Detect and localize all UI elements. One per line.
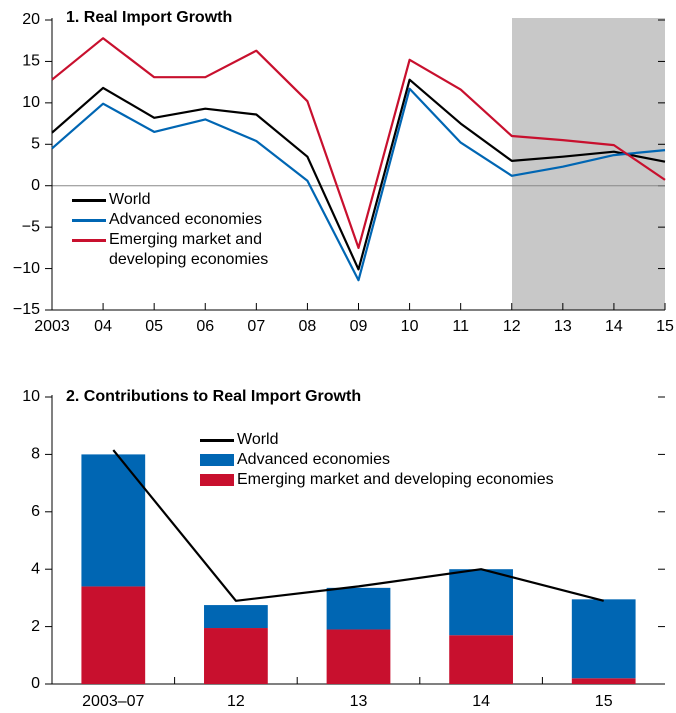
legend: World Advanced economies Emerging market a… xyxy=(200,430,640,490)
legend-item: Advanced economies xyxy=(72,210,307,230)
x-tick-label: 12 xyxy=(227,693,245,710)
legend-label: Emerging market and developing economies xyxy=(109,231,269,268)
series-line xyxy=(51,37,666,249)
y-tick-label: 0 xyxy=(31,177,40,194)
x-tick-label: 07 xyxy=(247,318,265,335)
y-tick-label: 4 xyxy=(31,560,40,577)
y-tick-label: 10 xyxy=(22,94,40,111)
x-tick-label: 08 xyxy=(299,318,317,335)
legend-swatch xyxy=(200,450,234,470)
legend-label: Advanced economies xyxy=(237,451,390,468)
x-tick-label: 09 xyxy=(350,318,368,335)
x-tick-label: 05 xyxy=(145,318,163,335)
y-tick-label: 6 xyxy=(31,503,40,520)
x-tick-label: 12 xyxy=(503,318,521,335)
y-tick-label: −5 xyxy=(22,218,40,235)
x-tick-label: 15 xyxy=(656,318,674,335)
y-tick-label: 10 xyxy=(22,388,40,405)
legend-label: World xyxy=(237,431,279,448)
legend-item: World xyxy=(72,190,307,210)
series-line xyxy=(51,78,666,271)
y-tick-label: −10 xyxy=(13,260,40,277)
legend-item: Emerging market and developing economies xyxy=(72,230,307,270)
x-tick-label: 04 xyxy=(94,318,112,335)
y-tick-label: 0 xyxy=(31,675,40,692)
legend-swatch-mark xyxy=(200,439,234,442)
legend-swatch-mark xyxy=(200,474,234,486)
y-tick-label: 15 xyxy=(22,53,40,70)
legend-swatch xyxy=(200,430,234,450)
bar-segment xyxy=(449,569,513,636)
y-tick-label: 5 xyxy=(31,136,40,153)
legend-label: Emerging market and developing economies xyxy=(237,471,554,488)
bar-segment xyxy=(571,599,636,679)
legend-swatch-mark xyxy=(200,454,234,466)
legend-label: World xyxy=(109,191,151,208)
x-tick-label: 14 xyxy=(472,693,490,710)
bar-segment xyxy=(81,586,146,684)
y-tick-label: 20 xyxy=(22,11,40,28)
x-tick-label: 14 xyxy=(605,318,623,335)
legend-swatch-mark xyxy=(72,199,106,202)
legend-swatch xyxy=(72,230,106,250)
legend-swatch xyxy=(200,470,234,490)
x-tick-label: 2003–07 xyxy=(82,693,144,710)
x-tick-label: 11 xyxy=(452,318,469,335)
bar-segment xyxy=(326,629,391,684)
bar-segment xyxy=(449,635,513,684)
legend-swatch xyxy=(72,210,106,230)
chart-title: 1. Real Import Growth xyxy=(66,9,232,26)
legend: World Advanced economies Emerging market a… xyxy=(72,190,307,270)
x-tick-label: 15 xyxy=(595,693,613,710)
bar-segment xyxy=(204,605,268,629)
legend-item: Advanced economies xyxy=(200,450,640,470)
chart-title: 2. Contributions to Real Import Growth xyxy=(66,388,361,405)
legend-swatch-mark xyxy=(72,239,106,242)
y-tick-label: 8 xyxy=(31,446,40,463)
legend-item: Emerging market and developing economies xyxy=(200,470,640,490)
projection-shading xyxy=(512,18,665,310)
x-tick-label: 13 xyxy=(350,693,368,710)
legend-item: World xyxy=(200,430,640,450)
y-tick-label: −15 xyxy=(13,301,40,318)
x-tick-label: 2003 xyxy=(34,318,70,335)
series-line xyxy=(112,449,604,602)
legend-swatch-mark xyxy=(72,219,106,222)
series-line xyxy=(51,87,666,282)
bar-segment xyxy=(204,628,268,684)
bar-segment xyxy=(571,678,636,684)
x-tick-label: 06 xyxy=(196,318,214,335)
legend-label: Advanced economies xyxy=(109,211,262,228)
x-tick-label: 13 xyxy=(554,318,572,335)
bar-segment xyxy=(326,587,391,630)
y-tick-label: 2 xyxy=(31,618,40,635)
bar-segment xyxy=(81,454,146,587)
x-tick-label: 10 xyxy=(401,318,419,335)
legend-swatch xyxy=(72,190,106,210)
